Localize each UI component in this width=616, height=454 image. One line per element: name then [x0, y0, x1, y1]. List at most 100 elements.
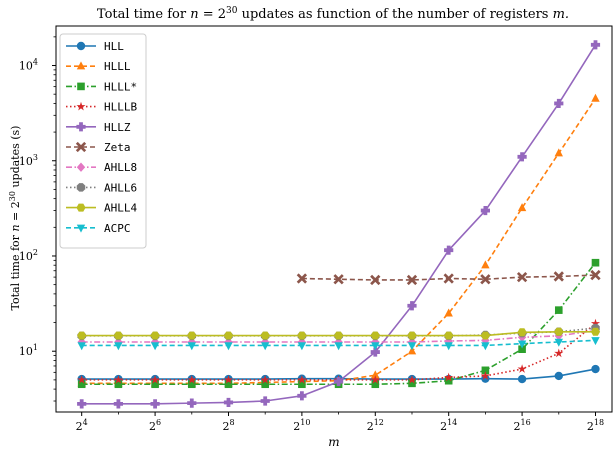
legend-label: ACPC: [104, 222, 131, 235]
x-tick-label-6: 26: [149, 418, 161, 433]
data-point: [481, 374, 490, 383]
data-point: [407, 301, 417, 311]
data-point: [554, 348, 564, 358]
data-point: [481, 260, 490, 269]
data-point: [517, 203, 527, 212]
data-point: [77, 375, 87, 384]
data-point: [333, 331, 344, 340]
data-point: [480, 274, 491, 285]
data-point: [298, 380, 306, 389]
series-hlll-star: [77, 258, 600, 389]
data-point: [150, 399, 160, 409]
data-point: [187, 375, 197, 384]
data-point: [187, 380, 196, 389]
data-point: [444, 372, 454, 382]
data-point: [113, 399, 123, 409]
data-point: [591, 337, 600, 346]
legend-marker: [76, 203, 86, 212]
data-point: [114, 380, 123, 389]
legend-label: HLLL*: [104, 80, 137, 93]
legend-marker: [76, 122, 86, 132]
legend-label: HLL: [104, 40, 124, 53]
data-point: [260, 396, 270, 406]
data-point: [444, 376, 453, 385]
legend-marker: [76, 101, 86, 111]
data-point: [223, 397, 234, 408]
legend-label: AHLL8: [104, 161, 137, 174]
legend-marker: [76, 224, 86, 233]
data-point: [223, 375, 234, 384]
data-point: [590, 40, 601, 50]
data-point: [77, 380, 86, 389]
data-point: [333, 274, 344, 285]
legend-label: HLLZ: [104, 121, 131, 134]
data-point: [517, 340, 527, 349]
legend-marker: [76, 162, 86, 172]
legend-entry: HLL: [66, 40, 124, 53]
x-tick-label-10: 210: [293, 418, 310, 433]
legend-label: AHLL4: [104, 202, 137, 215]
data-point: [407, 375, 417, 384]
data-point: [553, 271, 564, 282]
legend-marker: [75, 141, 87, 153]
data-point: [77, 331, 87, 340]
data-point: [371, 370, 380, 379]
data-point: [517, 152, 527, 162]
data-point: [150, 331, 160, 340]
x-tick-label-4: 24: [76, 418, 88, 433]
y-tick-label-1: 101: [19, 343, 38, 358]
x-tick-label-18: 218: [587, 418, 604, 433]
data-point: [554, 98, 564, 109]
legend-box: [59, 33, 147, 249]
data-point: [333, 376, 344, 387]
chart-title: Total time for n = 230 updates as functi…: [97, 6, 569, 22]
data-point: [151, 380, 159, 389]
data-point: [370, 375, 380, 384]
data-point: [517, 374, 527, 384]
data-point: [444, 331, 454, 340]
data-point: [224, 342, 233, 351]
data-point: [554, 327, 564, 336]
legend-entry: HLLZ: [66, 121, 131, 134]
x-axis-label: m: [328, 435, 339, 449]
y-tick-label-2: 102: [19, 248, 38, 263]
x-tick-label-14: 214: [440, 418, 457, 433]
data-point: [554, 338, 563, 347]
legend-entry: HLLL*: [66, 80, 137, 93]
legend-label: HLLL: [104, 60, 131, 73]
data-point: [297, 391, 307, 401]
series-zeta: [296, 269, 601, 286]
data-point: [554, 371, 563, 381]
data-point: [554, 148, 563, 157]
data-point: [224, 380, 233, 389]
legend-entry: AHLL8: [66, 161, 137, 174]
data-point: [480, 331, 490, 340]
legend-entry: HLLLB: [66, 101, 137, 114]
legend-entry: ACPC: [66, 222, 131, 235]
data-point: [517, 364, 527, 373]
y-tick-label-4: 104: [19, 58, 38, 73]
series-ahll4: [77, 327, 601, 340]
data-point: [480, 205, 490, 216]
plot-frame: [55, 25, 613, 413]
data-point: [150, 375, 160, 384]
legend-entry: HLLL: [66, 60, 131, 73]
data-point: [77, 342, 86, 351]
data-point: [297, 331, 307, 340]
data-point: [371, 342, 380, 351]
data-point: [187, 342, 196, 351]
data-point: [296, 273, 308, 284]
series-hllz: [77, 40, 601, 409]
data-point: [517, 328, 527, 337]
data-point: [370, 331, 380, 340]
data-point: [187, 331, 197, 340]
x-tick-label-12: 212: [367, 418, 384, 433]
data-point: [260, 331, 270, 340]
legend-label: AHLL6: [104, 181, 137, 194]
data-point: [297, 375, 307, 384]
legend-label: HLLLB: [104, 101, 137, 114]
data-point: [223, 331, 234, 340]
data-point: [407, 346, 417, 355]
data-point: [187, 398, 197, 408]
